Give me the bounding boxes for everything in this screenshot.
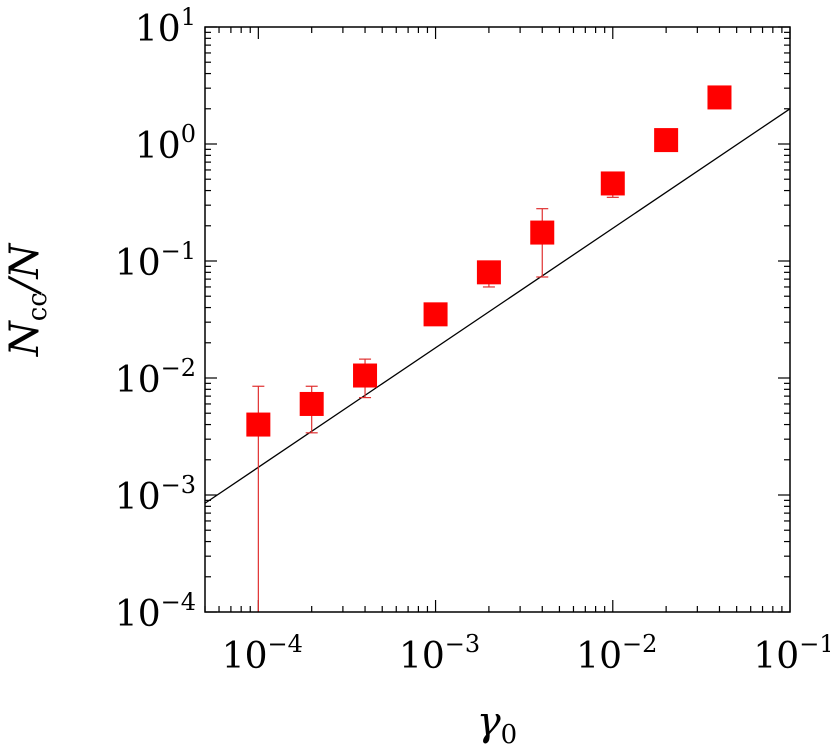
y-tick-label-exp: 0	[181, 120, 196, 148]
y-axis-label-base: N	[2, 319, 48, 357]
data-point	[423, 302, 448, 327]
data-point	[530, 220, 555, 245]
y-tick-label-base: 10	[115, 477, 161, 518]
y-tick-label: 10−2	[115, 354, 196, 401]
fit-line	[204, 108, 791, 504]
y-tick-label: 101	[135, 3, 196, 50]
y-tick-label-base: 10	[135, 9, 181, 50]
data-point	[654, 128, 679, 153]
data-point	[353, 363, 378, 388]
data-point	[707, 85, 732, 110]
x-tick-label-exp: −4	[268, 630, 303, 658]
x-tick-label: 10−4	[222, 630, 303, 677]
data-point	[600, 171, 625, 196]
x-tick-label-exp: −3	[445, 630, 480, 658]
x-axis-label-base: γ	[477, 699, 501, 745]
y-tick-label: 10−3	[115, 471, 196, 518]
x-axis-label-sub: 0	[501, 720, 518, 749]
x-tick-label: 10−1	[753, 630, 830, 677]
y-tick-label-base: 10	[135, 126, 181, 167]
y-tick-label: 10−1	[115, 237, 196, 284]
x-tick-label: 10−2	[576, 630, 657, 677]
plot-frame	[204, 26, 791, 613]
y-tick-label: 100	[135, 120, 196, 167]
axis-ticks	[204, 26, 791, 613]
x-tick-label-exp: −2	[622, 630, 657, 658]
y-axis-label: Ncc/N	[2, 242, 53, 358]
y-tick-label-exp: 1	[181, 3, 196, 31]
x-axis-label: γ0	[477, 699, 517, 749]
x-tick-label-exp: −1	[799, 630, 830, 658]
y-tick-label-exp: −4	[161, 588, 196, 616]
x-tick-label-base: 10	[753, 636, 799, 677]
y-tick-label-exp: −1	[161, 237, 196, 265]
data-markers	[246, 85, 732, 437]
y-tick-label-base: 10	[115, 360, 161, 401]
y-tick-label-base: 10	[115, 243, 161, 284]
x-tick-label: 10−3	[399, 630, 480, 677]
data-point	[246, 412, 271, 437]
y-tick-label-base: 10	[115, 594, 161, 635]
fit-line-group	[204, 108, 791, 504]
x-tick-label-base: 10	[222, 636, 268, 677]
data-point	[299, 391, 324, 416]
y-axis-label-tail: /N	[2, 242, 48, 296]
y-tick-label-exp: −3	[161, 471, 196, 499]
y-tick-label: 10−4	[115, 588, 196, 635]
x-tick-label-base: 10	[576, 636, 622, 677]
x-tick-label-base: 10	[399, 636, 445, 677]
y-axis-label-sub: cc	[23, 292, 53, 321]
y-tick-label-exp: −2	[161, 354, 196, 382]
data-point	[476, 260, 501, 285]
x-tick-labels: 10−4 10−3 10−2 10−1	[222, 630, 830, 677]
